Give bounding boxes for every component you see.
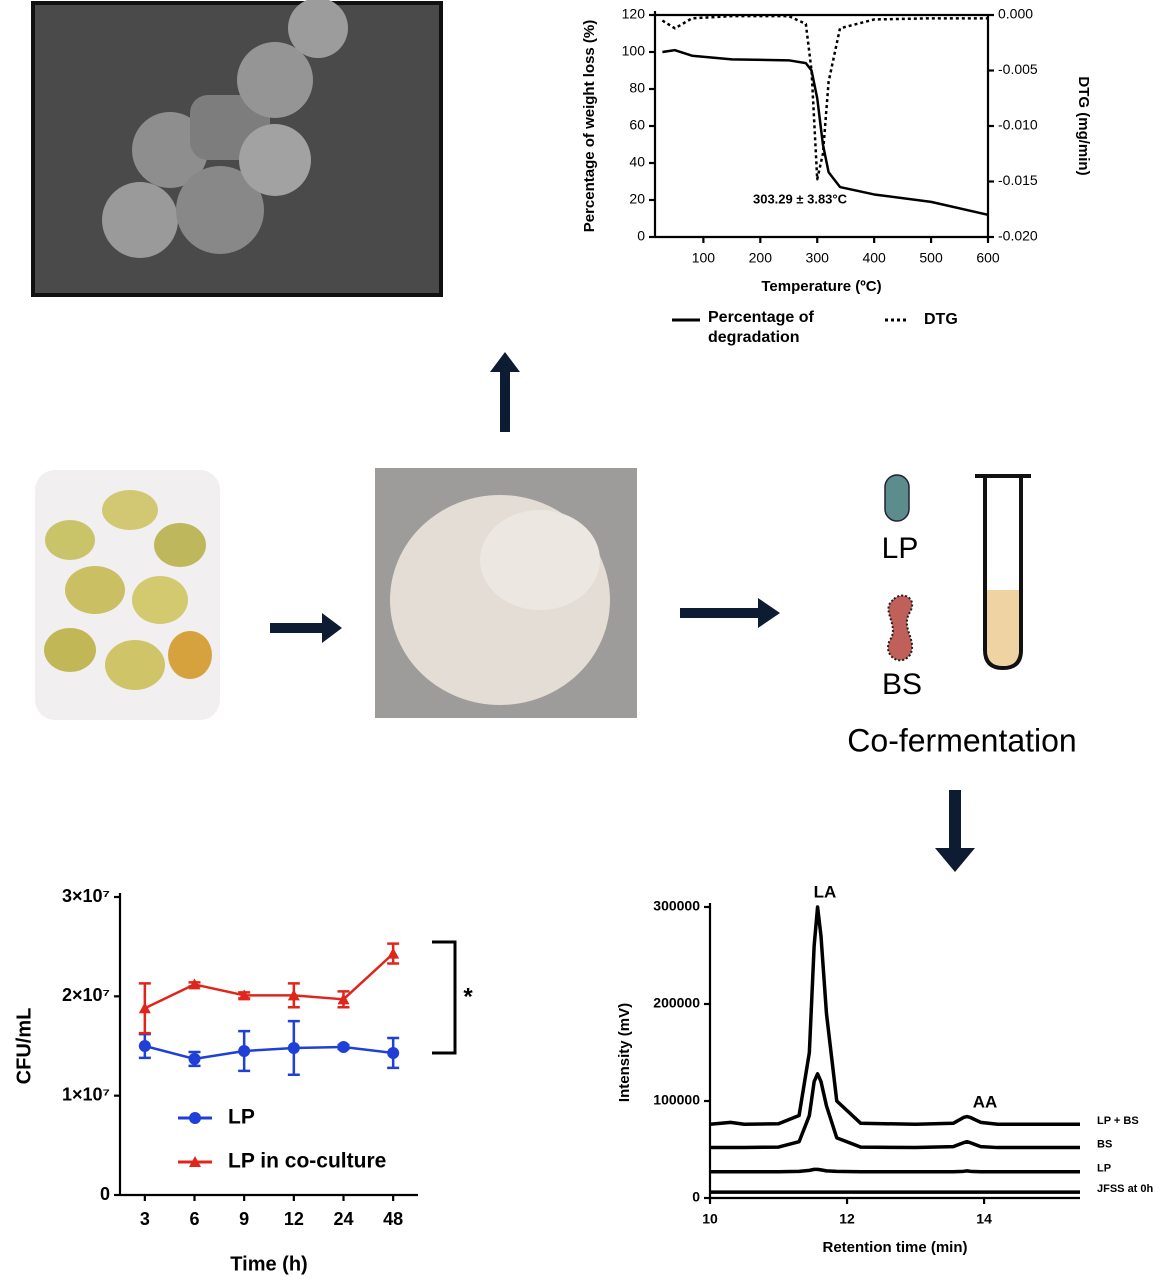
y-axis-title: CFU/mL (13, 1008, 35, 1085)
marker (238, 989, 251, 1001)
y-tick-label: 2×10⁷ (62, 985, 110, 1005)
x-tick-label: 14 (976, 1211, 992, 1227)
marker (138, 1002, 151, 1014)
x-tick-label: 6 (189, 1209, 199, 1229)
x-tick-label: 12 (839, 1211, 855, 1227)
series-label: JFSS at 0h (1097, 1183, 1154, 1195)
arrow-down (935, 790, 975, 872)
legend-label: Percentage of degradation (708, 309, 814, 346)
series-line (661, 14, 988, 181)
marker (287, 1041, 300, 1054)
series-line (144, 1044, 394, 1061)
annotation: * (463, 983, 473, 1010)
series-label: LP + BS (1097, 1115, 1139, 1127)
annotation: LA (814, 882, 837, 901)
x-tick-label: 48 (383, 1209, 403, 1229)
legend-text: Percentage of degradation (708, 309, 814, 346)
series-line (144, 952, 395, 1010)
marker (238, 1044, 251, 1057)
series-line (710, 1167, 1080, 1174)
legend-marker (189, 1156, 201, 1167)
label: Co-fermentation (847, 722, 1076, 758)
annotation: AA (973, 1092, 998, 1111)
x-tick-label: 600 (976, 250, 1000, 266)
marker (287, 989, 300, 1001)
bracket (432, 940, 457, 1055)
arrow-right (680, 598, 780, 628)
x-tick-label: 200 (749, 250, 773, 266)
arrow-right (270, 613, 342, 643)
series-label: LP (1097, 1163, 1111, 1175)
powder-image (375, 468, 637, 718)
series-line (662, 48, 989, 217)
y2-tick-label: -0.010 (998, 117, 1038, 133)
arrow-up (490, 352, 520, 432)
marker (387, 1046, 400, 1059)
x-tick-label: 3 (140, 1209, 150, 1229)
marker (188, 1052, 201, 1065)
sem-image (31, 0, 443, 297)
y-tick-label: 120 (622, 6, 646, 22)
x-axis-title: Time (h) (230, 1253, 307, 1275)
y2-tick-label: 0.000 (998, 6, 1033, 22)
series-label: BS (1097, 1138, 1112, 1150)
y-tick-label: 0 (692, 1189, 700, 1205)
x-axis-title: Temperature (ºC) (761, 278, 881, 295)
y-tick-label: 3×10⁷ (62, 886, 110, 906)
x-tick-label: 100 (692, 250, 716, 266)
series-line (710, 1072, 1080, 1150)
label: LP (882, 532, 919, 565)
y-axis-title: Intensity (mV) (616, 1003, 633, 1102)
y-tick-label: 0 (100, 1184, 110, 1204)
bs-icon (887, 594, 913, 662)
test-tube (975, 474, 1031, 671)
legend-label: LP in co-culture (228, 1150, 386, 1173)
annotation: 303.29 ± 3.83°C (753, 191, 848, 206)
legend-label: LP (228, 1106, 255, 1129)
y-tick-label: 200000 (653, 995, 700, 1011)
y2-tick-label: -0.005 (998, 61, 1038, 77)
y-tick-label: 80 (629, 80, 645, 96)
y2-tick-label: -0.020 (998, 228, 1038, 244)
x-axis-title: Retention time (min) (823, 1239, 968, 1256)
lp-icon (884, 474, 910, 522)
y-tick-label: 20 (629, 191, 645, 207)
y2-axis-title: DTG (mg/min) (1075, 76, 1092, 175)
marker (387, 947, 400, 959)
x-tick-label: 10 (702, 1211, 718, 1227)
y-axis-title: Percentage of weight loss (%) (581, 20, 598, 233)
y-tick-label: 300000 (653, 898, 700, 914)
x-tick-label: 300 (806, 250, 830, 266)
legend-marker (189, 1112, 201, 1124)
y-tick-label: 60 (629, 117, 645, 133)
y-tick-label: 1×10⁷ (62, 1084, 110, 1104)
series-line (709, 905, 1080, 1127)
y-tick-label: 100 (622, 43, 646, 59)
x-tick-label: 9 (239, 1209, 249, 1229)
marker (138, 1040, 151, 1052)
arrows (270, 352, 975, 872)
marker (337, 1040, 350, 1053)
x-tick-label: 12 (284, 1209, 304, 1229)
y-tick-label: 100000 (653, 1092, 700, 1108)
label: BS (882, 668, 922, 701)
x-tick-label: 400 (862, 250, 886, 266)
y-tick-label: 0 (637, 228, 645, 244)
x-tick-label: 24 (333, 1209, 353, 1229)
y2-tick-label: -0.015 (998, 172, 1038, 188)
seeds-image (35, 470, 220, 720)
marker (337, 993, 350, 1005)
legend-label: DTG (924, 311, 958, 328)
marker (188, 978, 201, 990)
y-tick-label: 40 (629, 154, 645, 170)
x-tick-label: 500 (919, 250, 943, 266)
